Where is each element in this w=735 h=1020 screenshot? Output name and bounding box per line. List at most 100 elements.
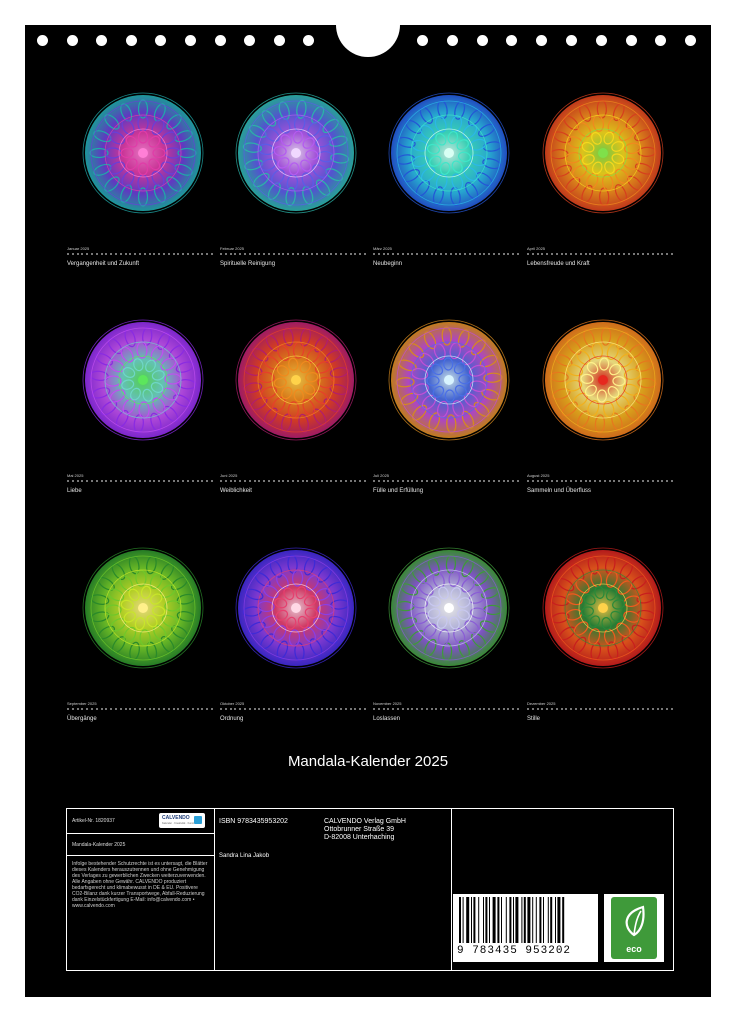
day-mark [656,480,659,482]
day-mark [546,253,549,255]
mandala-image [540,317,666,443]
day-mark [244,480,246,482]
day-mark [306,708,309,710]
day-mark [589,480,592,482]
day-mark [440,708,443,710]
mandala-image [80,317,206,443]
day-mark [666,480,669,482]
mandala-image [80,90,206,216]
day-mark [129,253,132,255]
day-mark [647,708,649,710]
barcode-bar [527,897,531,943]
day-mark [172,708,175,710]
month-title: Sammeln und Überfluss [527,488,592,494]
day-mark [139,253,141,255]
day-mark [191,480,194,482]
day-mark [445,253,447,255]
day-mark [507,480,510,482]
month-cell: Mai 2025 Liebe [67,317,219,507]
day-mark [115,480,117,482]
day-mark [541,708,544,710]
day-mark [575,253,577,255]
day-mark [584,480,587,482]
leaf-icon [625,905,645,937]
day-mark [105,708,108,710]
day-mark [416,708,419,710]
product-title-row: Mandala-Kalender 2025 [67,834,214,856]
day-mark [119,708,122,710]
day-mark [570,480,573,482]
day-mark [124,708,127,710]
day-mark [469,708,471,710]
day-mark [603,708,606,710]
day-mark [182,253,185,255]
day-mark [575,480,577,482]
day-mark [671,708,673,710]
day-mark [316,480,318,482]
day-mark [560,253,563,255]
barcode-bar [509,897,512,943]
day-mark [497,708,500,710]
day-mark [244,708,246,710]
day-mark [349,480,352,482]
day-mark [435,480,438,482]
day-mark [430,708,433,710]
day-mark [454,253,457,255]
day-mark [220,253,222,255]
mandala-icon [82,319,204,441]
day-mark [449,480,452,482]
day-mark [440,480,443,482]
barcode-bar [557,897,561,943]
day-mark [416,480,419,482]
month-title: Übergänge [67,716,97,722]
day-mark [632,708,635,710]
barcode-bar [521,897,523,943]
day-mark [392,480,395,482]
day-mark [182,708,185,710]
binding-hole [476,35,488,46]
mandala-image [80,545,206,671]
month-title: Vergangenheit und Zukunft [67,261,140,267]
day-mark [536,480,539,482]
day-mark [565,480,568,482]
day-mark [512,708,515,710]
day-mark [651,480,654,482]
day-mark [435,708,438,710]
day-mark [546,708,549,710]
day-mark [148,253,151,255]
mandala-image [540,90,666,216]
month-name: Dezember 2025 [527,701,556,706]
day-mark [335,480,338,482]
day-mark [129,480,132,482]
day-mark [143,253,146,255]
day-mark [349,253,352,255]
day-mark [349,708,352,710]
day-mark [143,708,146,710]
calvendo-logo-subline: Kalender · Kreativität · Kunst [162,822,194,825]
day-mark [632,480,635,482]
day-mark [306,480,309,482]
day-mark [287,480,290,482]
day-mark [536,708,539,710]
day-mark [67,253,69,255]
day-mark [354,480,357,482]
day-mark [172,253,175,255]
day-mark [382,480,385,482]
day-mark [167,708,170,710]
day-mark [406,480,409,482]
day-mark [377,480,380,482]
day-mark [459,480,462,482]
day-mark [488,253,491,255]
day-mark [196,708,199,710]
day-mark [464,253,467,255]
product-title: Mandala-Kalender 2025 [72,842,126,848]
day-mark [599,480,601,482]
day-mark [661,480,664,482]
day-mark [555,253,558,255]
day-mark [599,253,601,255]
day-mark [642,708,645,710]
day-mark [382,253,385,255]
day-mark [119,253,122,255]
day-mark [397,253,399,255]
day-strip [220,253,370,256]
